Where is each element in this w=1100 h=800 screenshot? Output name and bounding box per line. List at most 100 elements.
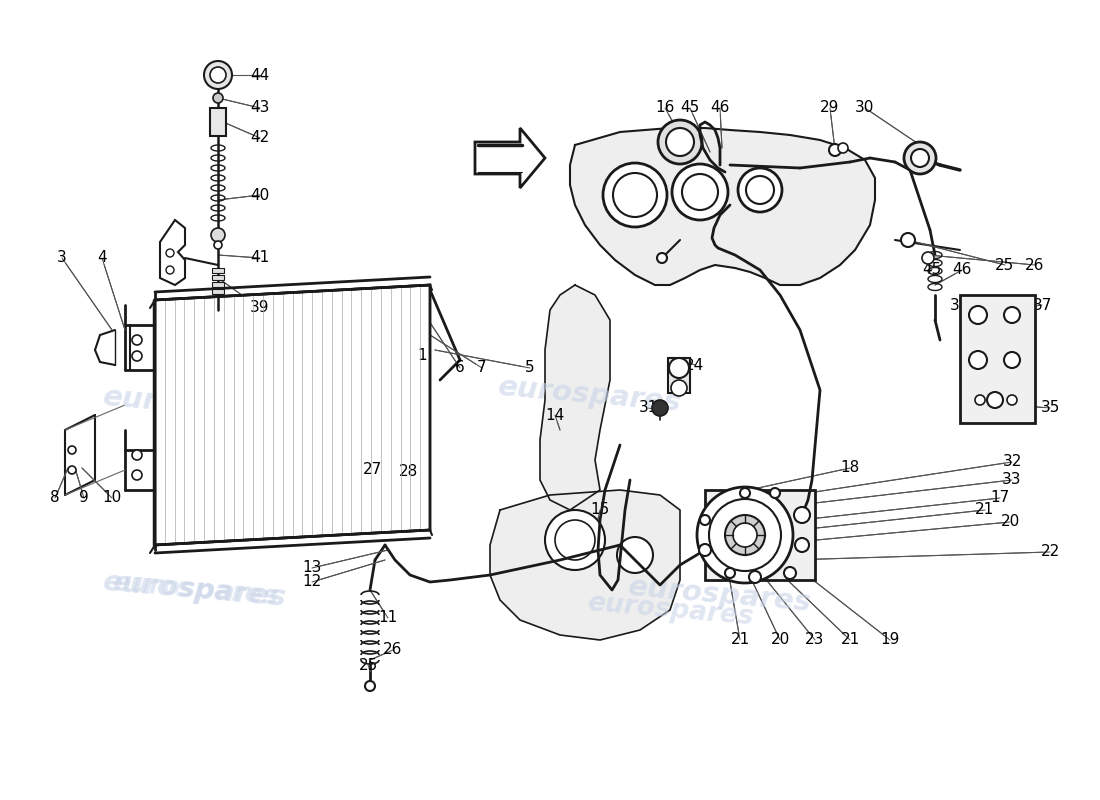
Text: 14: 14: [546, 407, 564, 422]
Text: 24: 24: [685, 358, 705, 373]
Text: 42: 42: [251, 130, 270, 146]
Circle shape: [657, 253, 667, 263]
Circle shape: [838, 143, 848, 153]
Circle shape: [204, 61, 232, 89]
Bar: [212, 275, 224, 280]
Circle shape: [911, 149, 930, 167]
Text: 25: 25: [996, 258, 1014, 273]
Circle shape: [617, 537, 653, 573]
Bar: [705, 490, 815, 580]
Circle shape: [603, 163, 667, 227]
Bar: [212, 289, 224, 294]
Text: eurospares: eurospares: [627, 573, 813, 617]
Text: 10: 10: [102, 490, 122, 506]
Circle shape: [733, 523, 757, 547]
Text: 26: 26: [1025, 258, 1045, 273]
Circle shape: [1006, 395, 1018, 405]
Circle shape: [700, 515, 710, 525]
Circle shape: [132, 335, 142, 345]
Circle shape: [794, 507, 810, 523]
Polygon shape: [155, 285, 430, 545]
Text: 23: 23: [805, 633, 825, 647]
Text: 25: 25: [359, 658, 377, 673]
Text: 38: 38: [996, 298, 1014, 313]
Text: 40: 40: [251, 187, 270, 202]
Circle shape: [710, 499, 781, 571]
Circle shape: [68, 446, 76, 454]
Circle shape: [132, 450, 142, 460]
Text: 43: 43: [251, 101, 270, 115]
Text: 28: 28: [398, 465, 418, 479]
Circle shape: [1004, 307, 1020, 323]
Text: 22: 22: [1041, 545, 1059, 559]
Circle shape: [166, 266, 174, 274]
Text: 8: 8: [51, 490, 59, 506]
Circle shape: [698, 544, 711, 556]
Circle shape: [658, 120, 702, 164]
Text: 37: 37: [1032, 298, 1052, 313]
Text: 26: 26: [383, 642, 403, 658]
Bar: [668, 358, 690, 393]
Text: 34: 34: [1009, 401, 1027, 415]
Polygon shape: [570, 128, 875, 285]
Text: 35: 35: [1041, 401, 1059, 415]
Circle shape: [132, 351, 142, 361]
Bar: [960, 295, 1035, 423]
Text: 15: 15: [591, 502, 609, 518]
Text: 31: 31: [638, 401, 658, 415]
Text: 1: 1: [417, 347, 427, 362]
Text: 7: 7: [477, 361, 487, 375]
Circle shape: [211, 228, 226, 242]
Text: 41: 41: [251, 250, 270, 266]
Text: 20: 20: [1000, 514, 1020, 530]
Text: eurospares: eurospares: [111, 570, 279, 610]
Text: 17: 17: [990, 490, 1010, 506]
Polygon shape: [490, 490, 680, 640]
Text: 44: 44: [251, 67, 270, 82]
Text: 30: 30: [856, 101, 875, 115]
Text: 4: 4: [97, 250, 107, 266]
Circle shape: [697, 487, 793, 583]
Text: 19: 19: [880, 633, 900, 647]
Circle shape: [166, 249, 174, 257]
Text: 16: 16: [656, 101, 674, 115]
Bar: [210, 108, 225, 136]
Bar: [212, 268, 224, 273]
Text: 21: 21: [976, 502, 994, 518]
Circle shape: [795, 538, 808, 552]
Circle shape: [922, 252, 934, 264]
Circle shape: [829, 144, 842, 156]
Text: eurospares: eurospares: [102, 568, 288, 612]
Circle shape: [901, 233, 915, 247]
Text: 36: 36: [950, 298, 970, 313]
Text: 29: 29: [821, 101, 839, 115]
Bar: [212, 282, 224, 287]
Text: 20: 20: [770, 633, 790, 647]
Text: 33: 33: [1002, 473, 1022, 487]
Polygon shape: [540, 285, 611, 510]
Text: 39: 39: [251, 301, 270, 315]
Circle shape: [652, 400, 668, 416]
Circle shape: [666, 128, 694, 156]
Text: 32: 32: [1002, 454, 1022, 470]
Text: 45: 45: [681, 101, 700, 115]
Text: 21: 21: [840, 633, 859, 647]
Text: 5: 5: [525, 361, 535, 375]
Circle shape: [1004, 352, 1020, 368]
Polygon shape: [475, 128, 544, 188]
Text: 27: 27: [362, 462, 382, 478]
Circle shape: [214, 241, 222, 249]
Circle shape: [746, 176, 774, 204]
Text: 12: 12: [302, 574, 321, 590]
Text: eurospares: eurospares: [497, 373, 683, 417]
Circle shape: [725, 568, 735, 578]
Circle shape: [725, 515, 764, 555]
Text: 18: 18: [840, 461, 859, 475]
Text: 21: 21: [730, 633, 749, 647]
Circle shape: [975, 395, 984, 405]
Text: 3: 3: [57, 250, 67, 266]
Circle shape: [68, 466, 76, 474]
Circle shape: [613, 173, 657, 217]
Circle shape: [213, 93, 223, 103]
Polygon shape: [160, 220, 185, 285]
